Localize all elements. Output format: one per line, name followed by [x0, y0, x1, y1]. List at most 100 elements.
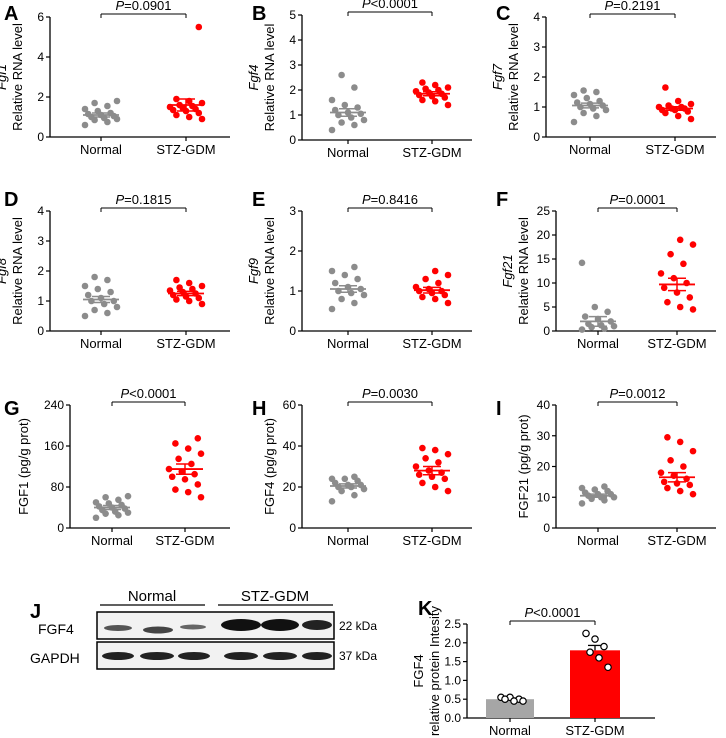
y-tick-label: 25 [537, 204, 551, 218]
data-point [431, 295, 439, 303]
category-label: STZ-GDM [647, 336, 706, 351]
data-point [689, 490, 697, 498]
data-point [501, 695, 509, 704]
data-point [331, 279, 339, 287]
data-point [604, 663, 612, 672]
data-point [601, 483, 608, 490]
p-symbol: P [115, 192, 124, 207]
data-point [580, 87, 587, 94]
p-number: =0.0030 [371, 386, 418, 401]
y-tick-label: 0 [533, 130, 540, 144]
y-tick-label: 1.0 [444, 673, 461, 687]
data-point [100, 300, 108, 308]
blot-band [263, 652, 297, 660]
data-point [686, 294, 694, 301]
data-point [667, 250, 674, 258]
y-tick-label: 80 [51, 480, 65, 494]
data-point [102, 493, 109, 501]
data-point [604, 308, 611, 316]
panel-b: B 0 1 2 3 4 5 Normal STZ-GDM Fgf4 Relative RNA lev… [246, 0, 472, 160]
y-axis-gene: Fgf7 [490, 63, 505, 90]
data-point [328, 498, 336, 505]
data-point [357, 110, 365, 118]
p-value: P<0.0001 [524, 605, 580, 620]
y-tick-label: 30 [537, 429, 551, 443]
data-point [166, 287, 174, 294]
category-label: Normal [327, 145, 369, 160]
blot-row-gapdh: GAPDH [30, 650, 80, 666]
p-number: <0.0001 [129, 386, 176, 401]
data-point [662, 84, 669, 91]
category-label: STZ-GDM [156, 142, 215, 157]
y-axis-title: FGF1 (pg/g prot) [16, 418, 31, 515]
data-point [173, 276, 180, 284]
data-point [582, 629, 590, 638]
data-point [687, 115, 695, 123]
y-tick-label: 240 [44, 398, 64, 412]
y-axis-gene: Fgf8 [0, 257, 9, 284]
y-axis-title-group: FGF1 (pg/g prot) [16, 418, 31, 515]
p-number: =0.2191 [613, 0, 660, 13]
y-tick-label: 4 [37, 50, 44, 64]
p-symbol: P [609, 192, 618, 207]
p-number: =0.8416 [371, 192, 418, 207]
p-value: P=0.0012 [609, 386, 665, 401]
y-tick-label: 2.5 [444, 617, 461, 631]
data-point [351, 84, 358, 91]
y-tick-label: 2.0 [444, 636, 461, 650]
data-point [84, 291, 92, 299]
y-axis-title-group: FGF21 (pg/g prot) [516, 414, 531, 518]
blot-size-gapdh: 37 kDa [339, 649, 377, 663]
category-label: STZ-GDM [645, 142, 704, 157]
data-point [412, 283, 420, 291]
category-label: STZ-GDM [402, 336, 461, 351]
p-value: P<0.0001 [362, 0, 418, 11]
data-point [593, 88, 600, 96]
data-point [674, 97, 682, 105]
y-tick-label: 2 [289, 244, 296, 258]
category-label: STZ-GDM [156, 336, 215, 351]
data-point [591, 303, 599, 311]
data-point [419, 479, 426, 487]
y-tick-label: 10 [537, 490, 551, 504]
p-number: =0.0001 [618, 192, 665, 207]
panel-d: D 0 1 2 3 4 Normal STZ-GDM Fgf8 Relative RNA leve… [0, 189, 230, 351]
bar [486, 699, 534, 718]
data-point [328, 305, 336, 313]
data-point [197, 493, 205, 501]
data-point [338, 71, 345, 79]
y-axis-title-group: FGF4 relative protein Intesity [411, 605, 442, 736]
data-point [578, 500, 586, 507]
panel-g: G 0 80 160 240 Normal STZ-GDM FGF1 (pg/g prot) P… [4, 386, 230, 548]
data-point [81, 282, 89, 290]
data-point [328, 96, 336, 104]
p-number: <0.0001 [533, 605, 580, 620]
data-point [431, 267, 439, 275]
data-point [197, 450, 205, 457]
panel-label-j: J [30, 601, 41, 623]
y-tick-label: 40 [537, 398, 551, 412]
p-symbol: P [120, 386, 129, 401]
y-tick-label: 5 [289, 8, 296, 22]
data-point [351, 473, 358, 481]
p-symbol: P [362, 192, 371, 207]
y-tick-label: 40 [283, 439, 297, 453]
p-value: P=0.1815 [115, 192, 171, 207]
data-point [92, 499, 100, 506]
p-symbol: P [524, 605, 533, 620]
data-point [415, 471, 423, 479]
panel-label-i: I [496, 398, 502, 420]
y-tick-label: 1 [289, 108, 296, 122]
p-number: =0.1815 [124, 192, 171, 207]
data-point [341, 101, 349, 109]
data-point [184, 488, 192, 496]
data-point [686, 481, 694, 489]
y-tick-label: 0 [289, 133, 296, 147]
y-axis-title-group: Fgf21 Relative RNA level [500, 217, 531, 325]
data-point [660, 478, 668, 486]
blot-band [302, 620, 332, 630]
category-label: Normal [327, 533, 369, 548]
y-axis-title-2: relative protein Intesity [427, 605, 442, 736]
data-point [81, 121, 89, 129]
data-point [168, 473, 176, 481]
